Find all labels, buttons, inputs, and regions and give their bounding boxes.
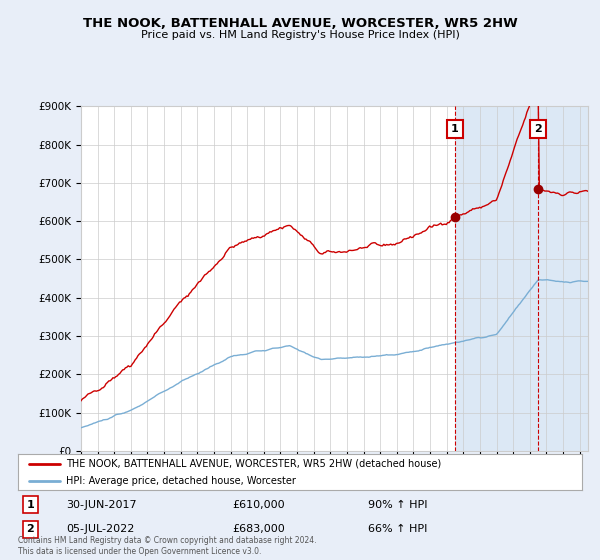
Bar	[455, 106, 538, 451]
Text: 2: 2	[26, 524, 34, 534]
Text: Contains HM Land Registry data © Crown copyright and database right 2024.
This d: Contains HM Land Registry data © Crown c…	[18, 536, 317, 556]
Text: £610,000: £610,000	[232, 500, 285, 510]
Text: 30-JUN-2017: 30-JUN-2017	[66, 500, 137, 510]
Text: 2: 2	[534, 124, 542, 134]
Text: 05-JUL-2022: 05-JUL-2022	[66, 524, 134, 534]
Text: 1: 1	[26, 500, 34, 510]
Text: 90% ↑ HPI: 90% ↑ HPI	[368, 500, 427, 510]
Bar	[538, 106, 596, 451]
Text: £683,000: £683,000	[232, 524, 285, 534]
Text: 66% ↑ HPI: 66% ↑ HPI	[368, 524, 427, 534]
Text: HPI: Average price, detached house, Worcester: HPI: Average price, detached house, Worc…	[66, 476, 296, 486]
Text: THE NOOK, BATTENHALL AVENUE, WORCESTER, WR5 2HW: THE NOOK, BATTENHALL AVENUE, WORCESTER, …	[83, 17, 517, 30]
Text: 1: 1	[451, 124, 459, 134]
Text: Price paid vs. HM Land Registry's House Price Index (HPI): Price paid vs. HM Land Registry's House …	[140, 30, 460, 40]
Text: THE NOOK, BATTENHALL AVENUE, WORCESTER, WR5 2HW (detached house): THE NOOK, BATTENHALL AVENUE, WORCESTER, …	[66, 459, 441, 469]
